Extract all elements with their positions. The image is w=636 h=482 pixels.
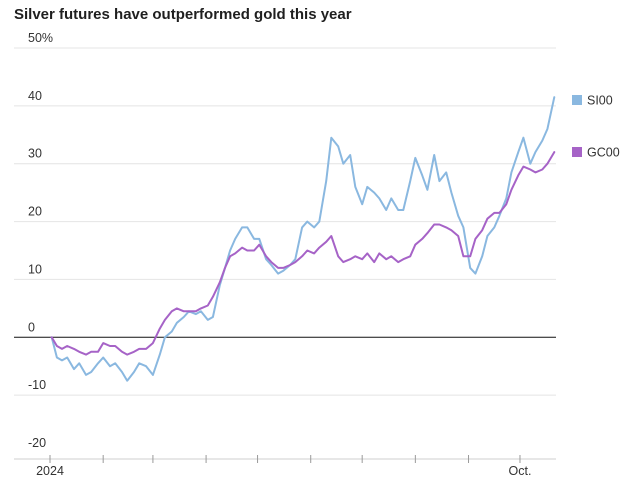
chart-title: Silver futures have outperformed gold th… xyxy=(14,6,352,23)
x-tick-label: 2024 xyxy=(36,464,64,478)
y-tick-label: 0 xyxy=(28,320,35,334)
series-line-si00 xyxy=(50,96,556,382)
y-tick-label: 10 xyxy=(28,262,42,276)
series-line-gc00 xyxy=(50,151,556,356)
y-tick-label: -10 xyxy=(28,378,46,392)
legend-label: SI00 xyxy=(587,94,613,108)
y-tick-label: 50% xyxy=(28,31,53,45)
y-tick-label: 30 xyxy=(28,147,42,161)
legend: SI00 GC00 xyxy=(572,94,620,160)
legend-label: GC00 xyxy=(587,146,620,160)
grid xyxy=(14,47,556,460)
y-tick-label: 20 xyxy=(28,205,42,219)
x-axis: 2024 Oct. xyxy=(36,455,531,478)
y-axis: 50% 40 30 20 10 0 -10 -20 xyxy=(28,31,53,450)
y-tick-label: 40 xyxy=(28,89,42,103)
legend-swatch xyxy=(572,147,582,157)
series-lines xyxy=(50,96,556,382)
x-tick-label: Oct. xyxy=(509,464,532,478)
y-tick-label: -20 xyxy=(28,436,46,450)
legend-swatch xyxy=(572,95,582,105)
